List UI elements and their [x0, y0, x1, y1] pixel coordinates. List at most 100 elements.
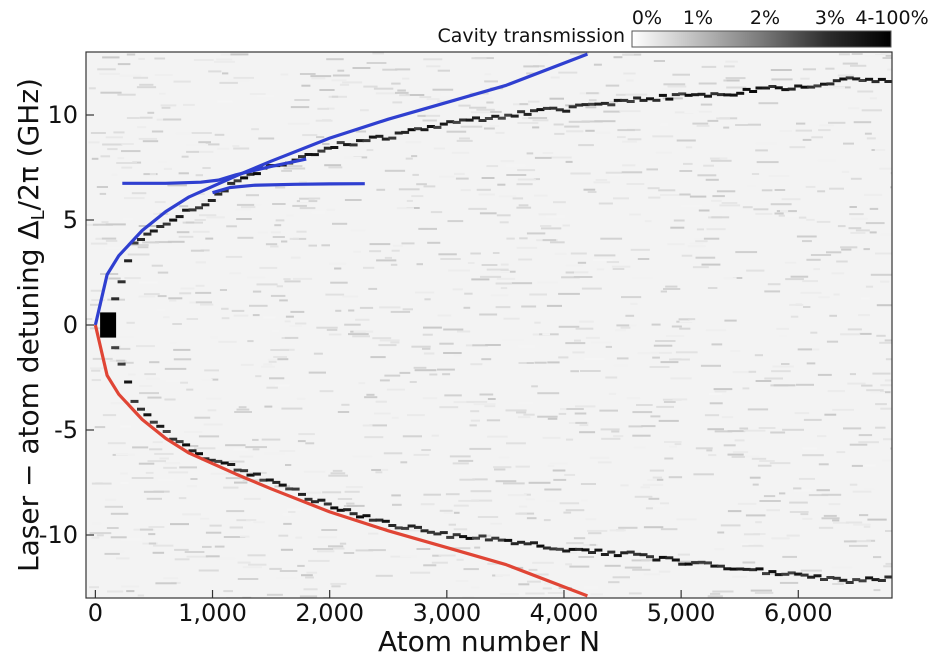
noise-cell: [126, 117, 140, 119]
transmission-peak-lower: [588, 551, 596, 554]
noise-cell: [850, 231, 866, 234]
transmission-peak-upper: [317, 149, 326, 153]
noise-cell: [276, 285, 283, 288]
noise-cell: [490, 270, 510, 273]
noise-cell: [437, 368, 455, 371]
noise-cell: [518, 362, 527, 364]
noise-cell: [562, 224, 570, 227]
noise-cell: [292, 204, 307, 207]
x-tick-label: 1,000: [178, 599, 247, 627]
noise-cell: [757, 464, 772, 467]
transmission-peak-upper: [304, 153, 313, 156]
noise-cell: [97, 68, 116, 71]
transmission-peak-lower: [426, 530, 435, 534]
noise-cell: [417, 114, 426, 117]
noise-cell: [237, 561, 251, 564]
noise-cell: [432, 554, 442, 557]
transmission-peak-lower: [549, 547, 558, 551]
noise-cell: [420, 503, 435, 506]
noise-cell: [766, 509, 780, 512]
transmission-peak-upper: [349, 143, 358, 147]
noise-cell: [486, 101, 494, 104]
noise-cell: [706, 228, 726, 231]
colorbar: Cavity transmission 0% 1% 2% 3% 4-100%: [437, 7, 929, 48]
noise-cell: [163, 316, 170, 319]
noise-cell: [229, 526, 243, 529]
noise-cell: [116, 162, 137, 164]
noise-cell: [298, 181, 307, 184]
noise-cell: [742, 545, 764, 548]
noise-cell: [832, 583, 844, 585]
noise-cell: [630, 302, 638, 305]
noise-cell: [138, 295, 156, 298]
noise-cell: [335, 309, 342, 312]
noise-cell: [308, 197, 321, 200]
noise-cell: [245, 194, 259, 197]
noise-cell: [558, 325, 580, 328]
transmission-peak-lower: [517, 540, 526, 544]
noise-cell: [285, 165, 303, 168]
noise-cell: [195, 284, 205, 287]
noise-cell: [332, 469, 343, 472]
noise-cell: [110, 512, 129, 515]
transmission-peak-lower: [626, 550, 635, 554]
noise-cell: [490, 522, 502, 525]
noise-cell: [655, 151, 672, 154]
noise-cell: [518, 583, 530, 586]
noise-cell: [717, 531, 725, 534]
noise-cell: [366, 62, 387, 64]
noise-cell: [615, 93, 626, 96]
noise-cell: [617, 129, 635, 132]
noise-cell: [226, 510, 245, 513]
noise-cell: [152, 551, 165, 554]
transmission-peak-upper: [832, 79, 841, 83]
noise-cell: [324, 164, 342, 167]
noise-cell: [698, 209, 710, 212]
noise-cell: [746, 269, 765, 272]
noise-cell: [384, 169, 406, 172]
noise-cell: [195, 261, 206, 264]
noise-cell: [811, 136, 823, 139]
x-axis-title: Atom number N: [378, 625, 600, 658]
noise-cell: [806, 362, 816, 365]
noise-cell: [326, 58, 344, 61]
transmission-peak-lower: [600, 553, 609, 556]
transmission-peak-upper: [620, 98, 629, 102]
noise-cell: [650, 415, 661, 418]
noise-cell: [672, 73, 690, 76]
noise-cell: [706, 449, 713, 452]
noise-cell: [143, 293, 160, 296]
colorbar-tick-1: 1%: [683, 7, 713, 29]
transmission-peak-upper: [536, 108, 545, 112]
transmission-peak-lower: [633, 552, 642, 556]
transmission-peak-upper: [813, 84, 822, 88]
noise-cell: [264, 405, 273, 408]
transmission-peak-upper: [729, 93, 738, 97]
noise-cell: [495, 306, 511, 309]
noise-cell: [632, 434, 651, 437]
noise-cell: [329, 262, 347, 265]
noise-cell: [565, 509, 585, 512]
noise-cell: [751, 457, 767, 460]
heatmap-background: [86, 52, 892, 598]
transmission-peak-upper: [781, 88, 790, 92]
noise-cell: [850, 64, 867, 67]
noise-cell: [575, 421, 588, 424]
transmission-peak-upper: [214, 192, 223, 196]
noise-cell: [183, 294, 193, 297]
noise-cell: [479, 313, 498, 316]
noise-cell: [289, 237, 299, 240]
noise-cell: [99, 192, 107, 195]
noise-cell: [725, 77, 746, 80]
x-tick-label: 3,000: [412, 599, 481, 627]
noise-cell: [181, 155, 189, 158]
noise-cell: [802, 454, 824, 457]
noise-cell: [585, 106, 597, 109]
noise-cell: [782, 555, 797, 558]
noise-cell: [832, 408, 854, 411]
noise-cell: [817, 373, 832, 376]
noise-cell: [239, 535, 250, 538]
transmission-peak-lower: [291, 487, 300, 491]
noise-cell: [344, 199, 362, 201]
noise-cell: [849, 544, 868, 547]
